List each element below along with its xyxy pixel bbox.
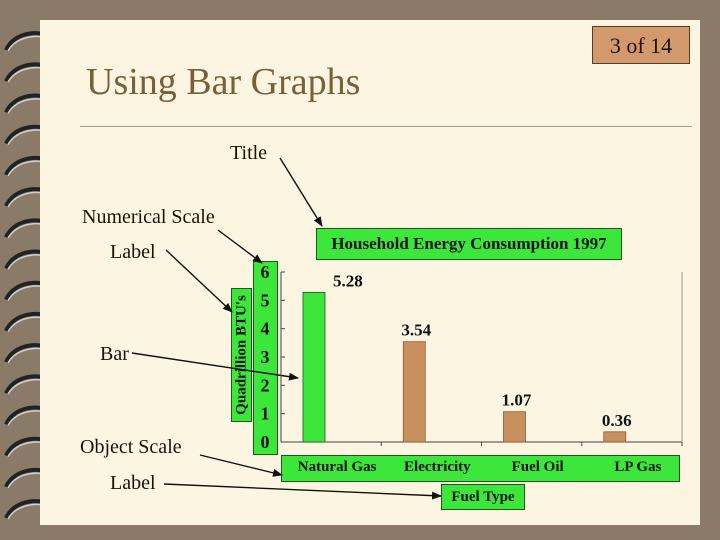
- x-tick-label: Fuel Oil: [512, 459, 564, 475]
- annotation-object-scale: Object Scale: [80, 436, 182, 458]
- x-tick-label: Natural Gas: [298, 459, 377, 475]
- bar: [503, 411, 526, 443]
- arrow-numerical-scale: [165, 249, 233, 313]
- y-axis-label-box: Quadrillion BTU's: [231, 288, 252, 422]
- arrow-object-scale: [199, 454, 283, 477]
- annotation-numerical-scale-label: Label: [110, 241, 156, 263]
- data-label: 3.54: [401, 321, 431, 340]
- y-tick-label: 1: [261, 404, 270, 424]
- arrow-title: [279, 157, 323, 227]
- title-divider: [80, 126, 692, 127]
- bar: [302, 291, 326, 443]
- annotation-bar: Bar: [100, 343, 129, 365]
- y-tick-label: 0: [261, 432, 270, 452]
- annotation-numerical-scale: Numerical Scale: [82, 206, 215, 228]
- annotation-title: Title: [230, 142, 268, 164]
- data-label: 5.28: [333, 271, 363, 290]
- x-axis-scale-box: [281, 455, 680, 482]
- chart-title: Household Energy Consumption 1997: [316, 228, 622, 260]
- slide-page: [40, 20, 700, 525]
- data-label: 1.07: [502, 391, 532, 410]
- bars: 5.28 3.54 1.07 0.36: [302, 271, 632, 443]
- y-tick-label: 5: [261, 290, 270, 310]
- bar: [603, 431, 627, 443]
- annotation-object-scale-label: Label: [110, 472, 156, 494]
- arrow-object-scale-2: [163, 483, 442, 500]
- y-axis-scale-box: [253, 261, 278, 455]
- page-number: 3 of 14: [592, 26, 690, 64]
- bar: [402, 341, 426, 443]
- y-tick-label: 6: [261, 262, 270, 282]
- y-tick-label: 4: [261, 319, 270, 339]
- arrow-bar: [131, 352, 299, 381]
- data-label: 0.36: [602, 411, 632, 430]
- x-tick-label: LP Gas: [614, 459, 661, 475]
- arrow-numerical-scale-2: [217, 229, 263, 264]
- slide-title: Using Bar Graphs: [86, 61, 361, 103]
- annotation-arrows: [131, 157, 442, 500]
- y-tick-label: 3: [261, 347, 270, 367]
- x-tick-label: Electricity: [404, 459, 471, 475]
- x-axis-label: Fuel Type: [441, 484, 525, 510]
- plot-axes: 0 1 2 3 4 5 6 Natural Gas Electricity Fuel Oil LP …: [261, 262, 683, 475]
- y-tick-label: 2: [261, 375, 270, 395]
